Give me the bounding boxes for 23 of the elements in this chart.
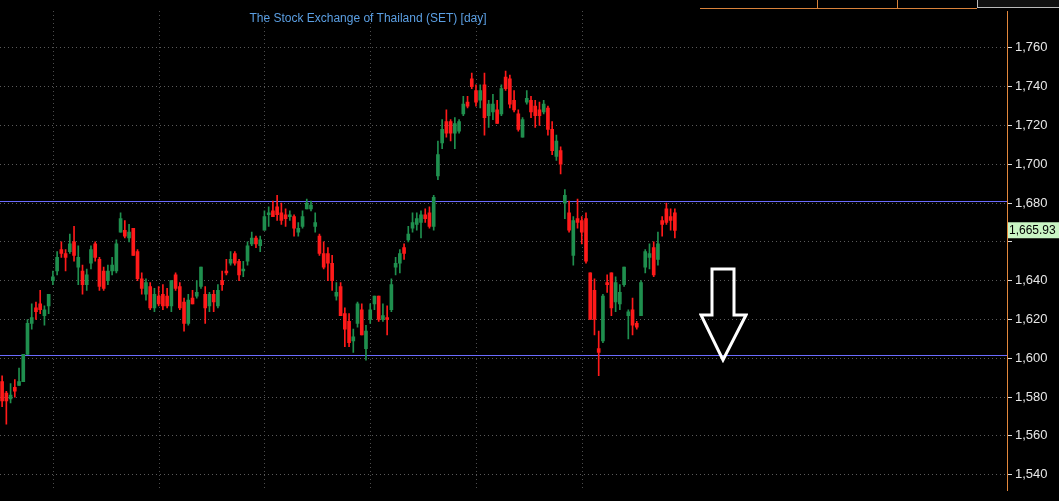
y-tick-label: 1,760 xyxy=(1015,39,1048,55)
y-tick-label: 1,680 xyxy=(1015,194,1048,210)
candlestick xyxy=(313,212,318,233)
candlestick xyxy=(266,206,271,227)
y-tick-label: 1,560 xyxy=(1015,427,1048,443)
y-tick-label: 1,740 xyxy=(1015,78,1048,94)
candlestick xyxy=(596,330,601,377)
y-tick-label: 1,580 xyxy=(1015,388,1048,404)
y-tick-label: 1,640 xyxy=(1015,272,1048,288)
y-tick-label: 1,620 xyxy=(1015,311,1048,327)
candlestick xyxy=(288,210,292,221)
candlestick xyxy=(626,309,631,340)
candlestick xyxy=(351,328,356,353)
candlestick xyxy=(563,189,567,219)
candlestick xyxy=(76,245,81,285)
y-tick-label: 1,700 xyxy=(1015,155,1048,171)
chart-title: The Stock Exchange of Thailand (SET) [day] xyxy=(248,11,488,25)
y-tick-label: 1,600 xyxy=(1015,349,1048,365)
text: 1,665.93 xyxy=(1009,223,1057,238)
candlestick xyxy=(385,305,389,336)
candlestick xyxy=(220,270,224,291)
y-tick-label: 1,540 xyxy=(1015,466,1048,482)
y-tick-label: 1,720 xyxy=(1015,117,1048,133)
